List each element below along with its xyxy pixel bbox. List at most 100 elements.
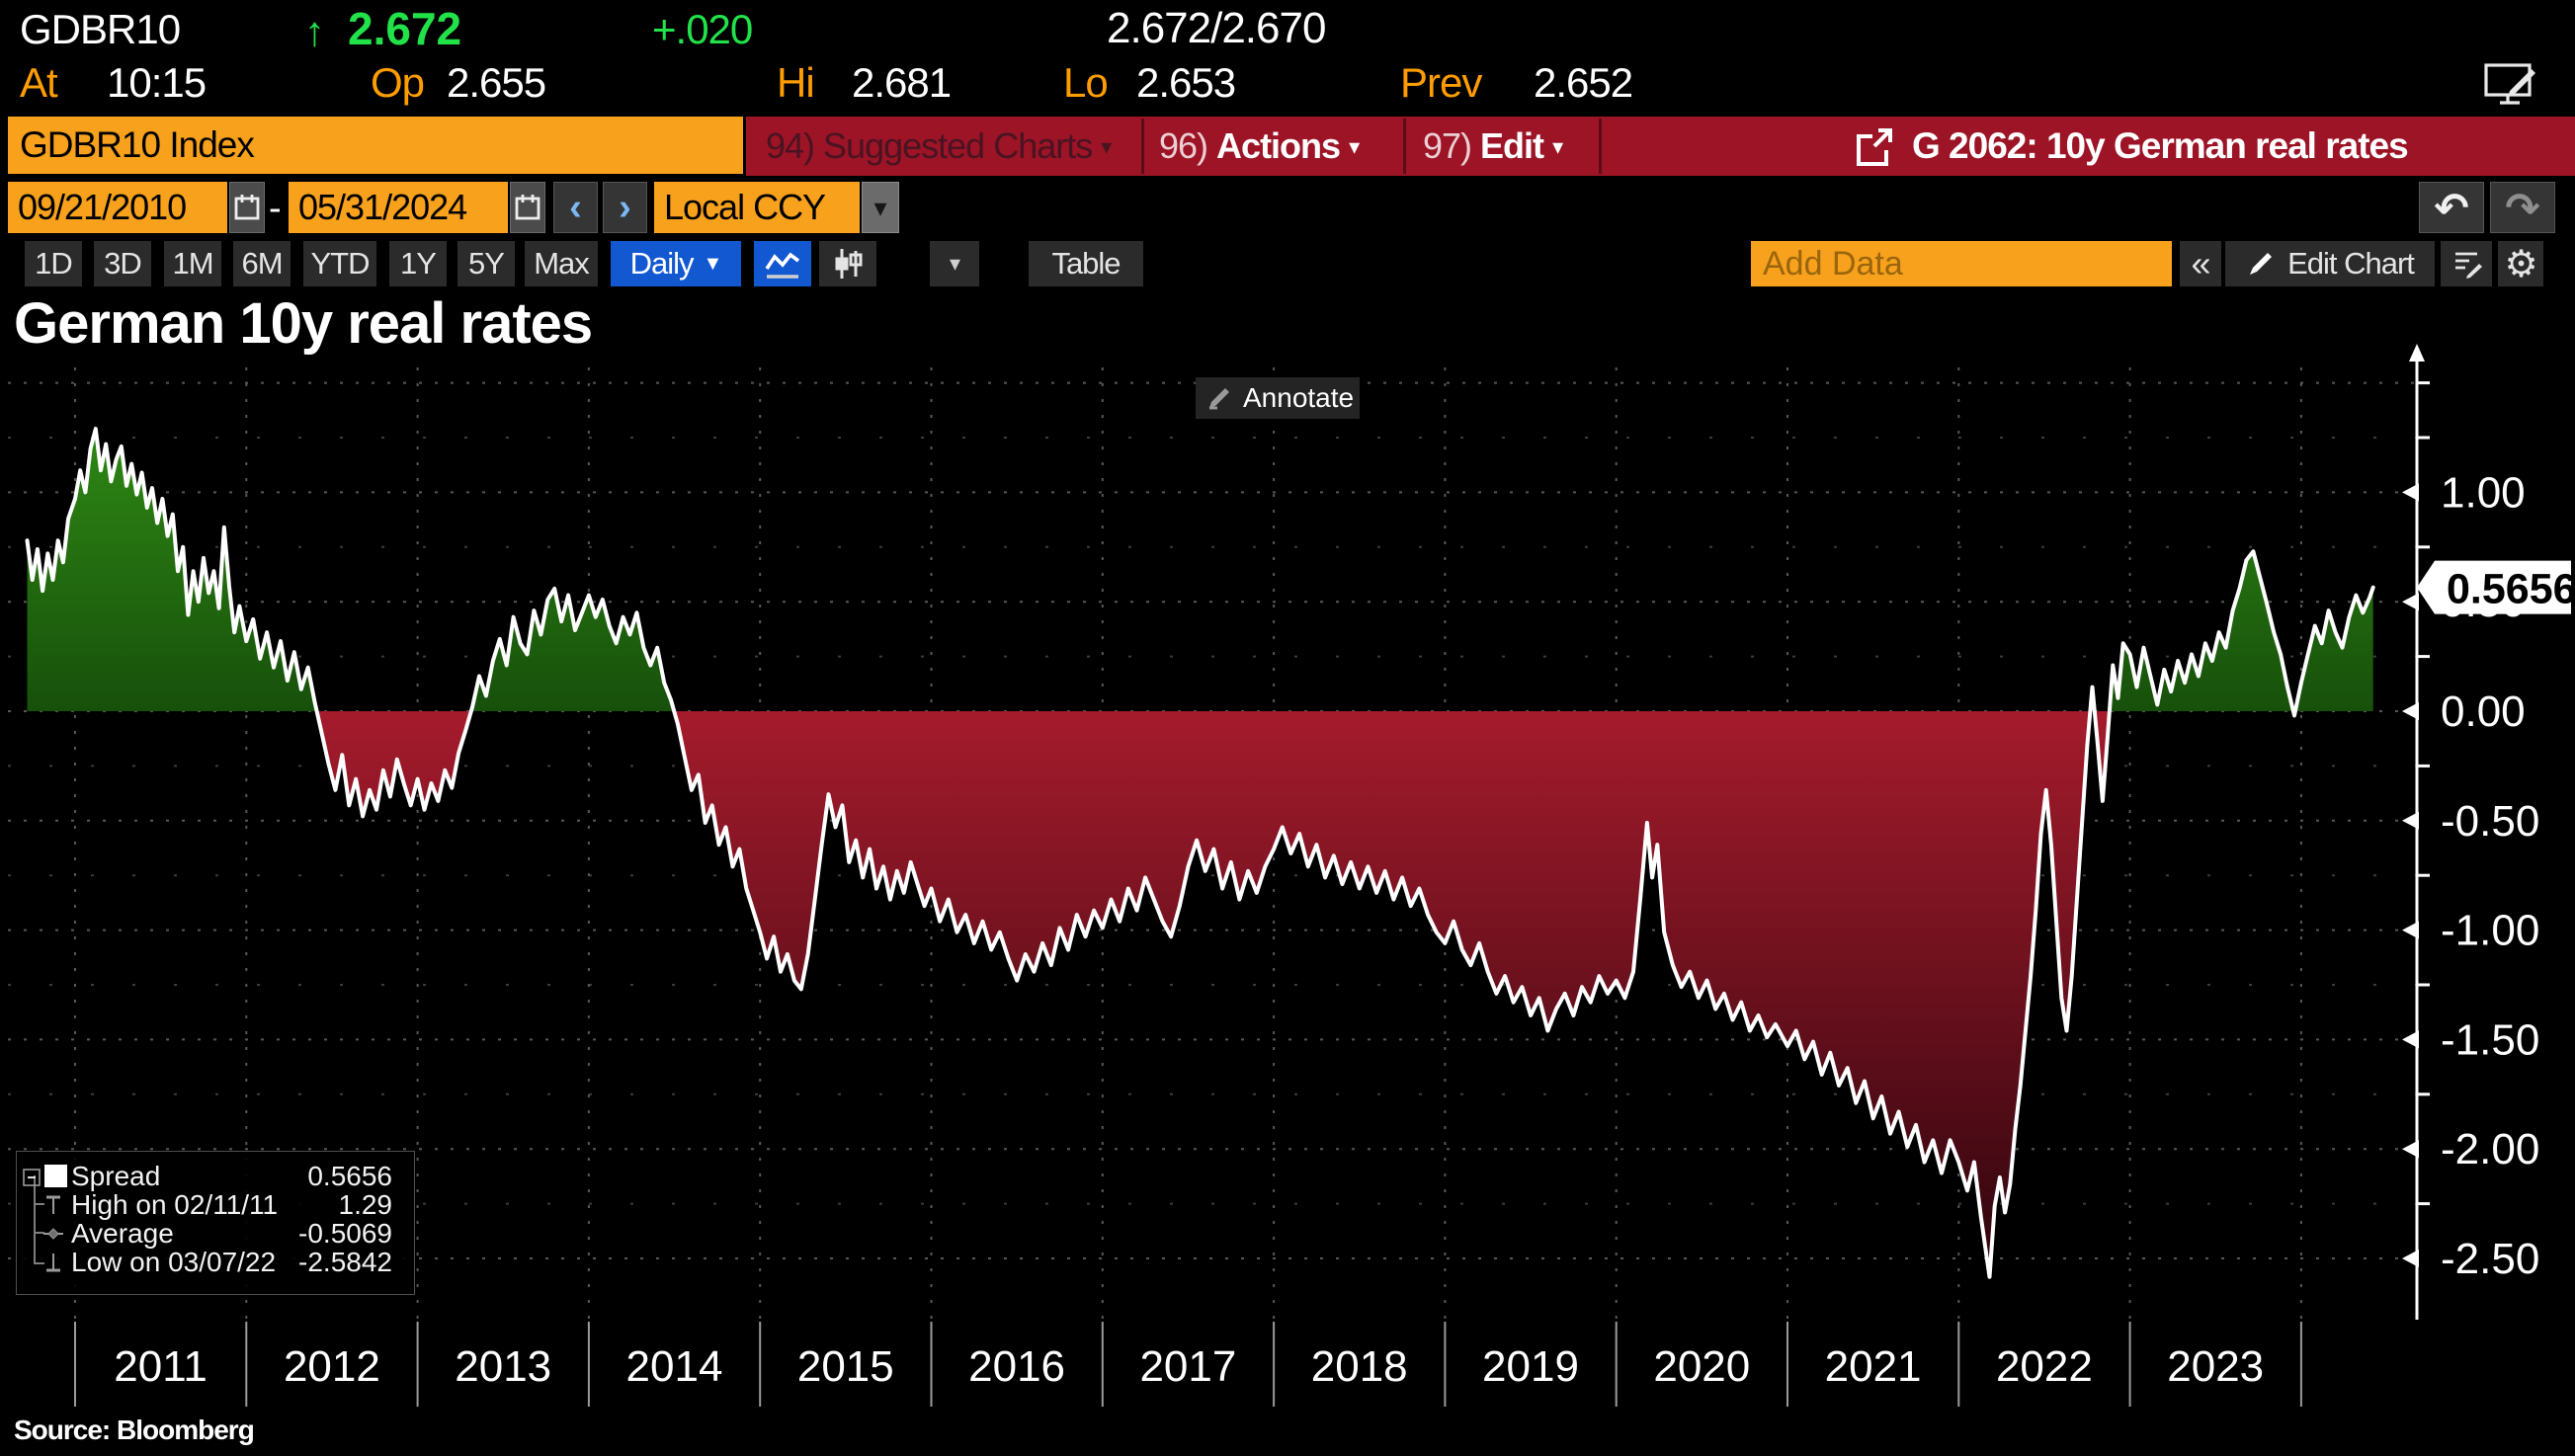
svg-text:-2.50: -2.50 xyxy=(2441,1235,2539,1283)
actions-menu[interactable]: 96) Actions ▾ xyxy=(1159,117,1360,176)
menu-divider xyxy=(1141,119,1144,174)
currency-select[interactable]: Local CCY xyxy=(654,182,860,233)
chevron-down-icon: ▾ xyxy=(1552,134,1563,159)
legend-label: Low on 03/07/22 xyxy=(71,1247,277,1277)
period-button-1d[interactable]: 1D xyxy=(25,241,82,286)
svg-text:0.00: 0.00 xyxy=(2441,688,2526,736)
date-range-dash: - xyxy=(269,188,282,229)
period-button-3d[interactable]: 3D xyxy=(94,241,151,286)
external-link-icon[interactable] xyxy=(1853,128,1896,166)
low-marker-icon xyxy=(46,1254,60,1272)
annotate-label: Annotate xyxy=(1243,382,1355,413)
table-button[interactable]: Table xyxy=(1029,241,1143,286)
chart-type-dropdown-button[interactable]: ▾ xyxy=(930,241,979,286)
annotate-pencil-icon xyxy=(1209,388,1229,410)
actions-label: Actions xyxy=(1216,125,1341,166)
legend-tree-stub xyxy=(34,1232,44,1234)
svg-text:-2.00: -2.00 xyxy=(2441,1125,2539,1173)
prev-label: Prev xyxy=(1400,59,1482,106)
currency-dropdown-button[interactable]: ▾ xyxy=(862,182,899,233)
suggested-charts-label: Suggested Charts xyxy=(823,125,1093,166)
legend-row-high: High on 02/11/11 1.29 xyxy=(17,1190,414,1219)
ticker-symbol: GDBR10 xyxy=(20,6,181,52)
undo-icon: ↶ xyxy=(2434,184,2469,231)
at-label: At xyxy=(20,59,58,106)
legend-value: 1.29 xyxy=(338,1189,393,1220)
edit-chart-button[interactable]: Edit Chart xyxy=(2225,241,2435,286)
legend-row-spread: Spread 0.5656 xyxy=(17,1162,414,1190)
edit-menu[interactable]: 97) Edit ▾ xyxy=(1423,117,1563,176)
at-value: 10:15 xyxy=(107,59,207,106)
up-arrow-icon: ↑ xyxy=(304,8,325,54)
open-label: Op xyxy=(371,59,425,106)
period-button-1y[interactable]: 1Y xyxy=(389,241,447,286)
period-button-6m[interactable]: 6M xyxy=(233,241,291,286)
frequency-label: Daily xyxy=(629,246,695,281)
last-value-badge: 0.5656 xyxy=(2417,560,2575,614)
chart-legend[interactable]: Spread 0.5656 High on 02/11/11 1.29 Aver… xyxy=(16,1151,415,1295)
svg-text:-0.50: -0.50 xyxy=(2441,797,2539,846)
settings-gear-button[interactable]: ⚙ xyxy=(2498,241,2543,286)
svg-text:2023: 2023 xyxy=(2167,1342,2264,1391)
low-label: Lo xyxy=(1063,59,1109,106)
add-data-input[interactable]: Add Data xyxy=(1751,241,2172,286)
svg-text:2015: 2015 xyxy=(797,1342,894,1391)
legend-row-average: Average -0.5069 xyxy=(17,1219,414,1248)
average-marker-icon xyxy=(43,1228,63,1240)
bid-ask: 2.672/2.670 xyxy=(1107,4,1326,52)
note-monitor-icon[interactable] xyxy=(2482,59,2539,116)
chart-menu-bar: 94) Suggested Charts ▾ 96) Actions ▾ 97)… xyxy=(746,117,2575,176)
security-input[interactable]: GDBR10 Index xyxy=(8,117,743,174)
period-button-max[interactable]: Max xyxy=(525,241,598,286)
last-price: 2.672 xyxy=(348,3,462,54)
svg-text:2022: 2022 xyxy=(1996,1342,2093,1391)
high-marker-icon xyxy=(46,1195,60,1214)
svg-text:2011: 2011 xyxy=(114,1342,208,1391)
start-date-input[interactable]: 09/21/2010 xyxy=(8,182,227,233)
end-date-input[interactable]: 05/31/2024 xyxy=(289,182,508,233)
edit-label: Edit xyxy=(1480,125,1544,166)
high-label: Hi xyxy=(777,59,815,106)
svg-text:2019: 2019 xyxy=(1482,1342,1579,1391)
svg-text:1.00: 1.00 xyxy=(2441,468,2526,517)
chevron-down-icon: ▾ xyxy=(1349,134,1360,159)
legend-row-low: Low on 03/07/22 -2.5842 xyxy=(17,1248,414,1276)
suggested-charts-num: 94) xyxy=(766,125,815,166)
collapse-expander-icon[interactable] xyxy=(23,1169,41,1186)
pencil-icon xyxy=(2250,253,2273,275)
legend-label: High on 02/11/11 xyxy=(71,1189,279,1220)
period-button-5y[interactable]: 5Y xyxy=(457,241,515,286)
add-data-placeholder: Add Data xyxy=(1763,245,1903,283)
legend-value: -2.5842 xyxy=(298,1247,392,1277)
chart-notes-button[interactable] xyxy=(2441,241,2492,286)
svg-text:2018: 2018 xyxy=(1311,1342,1408,1391)
svg-text:-1.50: -1.50 xyxy=(2441,1015,2539,1064)
annotate-button[interactable]: Annotate xyxy=(1196,377,1360,419)
y-axis: 1.000.500.00-0.50-1.00-1.50-2.00-2.50 xyxy=(2402,344,2539,1320)
x-axis: 2011 2012 2013 2014 2015 2016 2017 2018 2019 2020… xyxy=(74,1322,2302,1407)
calendar-icon[interactable] xyxy=(510,182,545,233)
redo-button[interactable]: ↷ xyxy=(2490,182,2555,233)
range-back-button[interactable]: ‹ xyxy=(553,182,598,233)
legend-value: -0.5069 xyxy=(298,1218,392,1249)
chart-tab-title[interactable]: G 2062: 10y German real rates xyxy=(1912,125,2409,166)
line-chart-type-button[interactable] xyxy=(754,241,811,286)
period-button-ytd[interactable]: YTD xyxy=(303,241,376,286)
menu-divider xyxy=(1403,119,1406,174)
candlestick-chart-type-button[interactable] xyxy=(819,241,876,286)
period-button-1m[interactable]: 1M xyxy=(164,241,221,286)
actions-num: 96) xyxy=(1159,125,1208,166)
suggested-charts-menu[interactable]: 94) Suggested Charts ▾ xyxy=(766,117,1112,176)
frequency-select[interactable]: Daily ▼ xyxy=(611,241,741,286)
range-forward-button[interactable]: › xyxy=(603,182,647,233)
svg-text:-1.00: -1.00 xyxy=(2441,907,2539,955)
open-value: 2.655 xyxy=(447,59,546,106)
series-swatch xyxy=(44,1165,67,1187)
undo-button[interactable]: ↶ xyxy=(2419,182,2484,233)
svg-text:2012: 2012 xyxy=(284,1342,380,1391)
collapse-panel-button[interactable]: « xyxy=(2180,241,2221,286)
price-change: +.020 xyxy=(652,6,753,52)
calendar-icon[interactable] xyxy=(229,182,265,233)
price-chart[interactable]: 1.000.500.00-0.50-1.00-1.50-2.00-2.500.5… xyxy=(0,336,2575,1456)
